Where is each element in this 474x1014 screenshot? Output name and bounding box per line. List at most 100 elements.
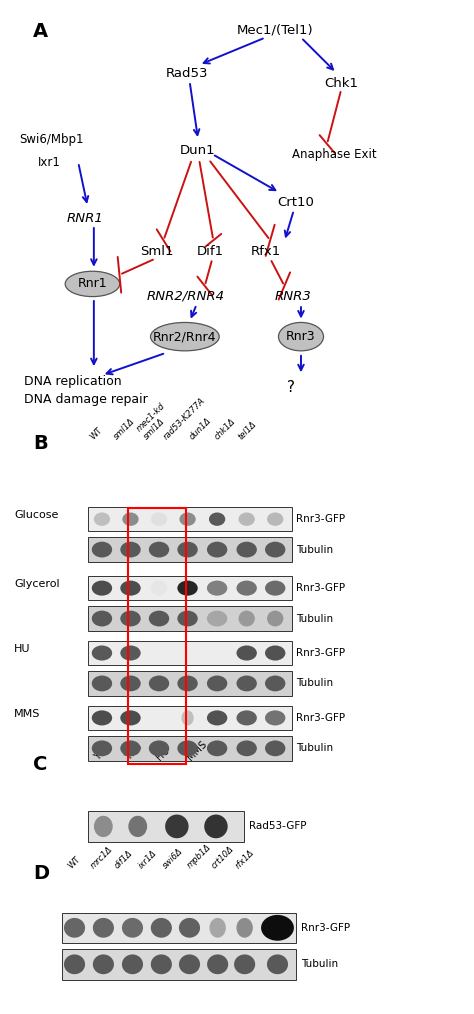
- Text: Tubulin: Tubulin: [296, 613, 333, 624]
- Text: YPG: YPG: [123, 742, 144, 763]
- Ellipse shape: [120, 675, 141, 692]
- Text: Rnr3-GFP: Rnr3-GFP: [296, 648, 346, 658]
- Text: ixr1Δ: ixr1Δ: [137, 848, 158, 870]
- Text: B: B: [33, 434, 48, 453]
- Ellipse shape: [204, 814, 228, 839]
- Ellipse shape: [237, 740, 257, 756]
- Ellipse shape: [149, 675, 169, 692]
- Ellipse shape: [279, 322, 323, 351]
- Text: Tubulin: Tubulin: [296, 743, 333, 753]
- Bar: [88, 736, 292, 760]
- Text: rfx1Δ: rfx1Δ: [234, 848, 256, 870]
- Ellipse shape: [92, 711, 112, 725]
- Text: Rad53: Rad53: [166, 67, 209, 79]
- Bar: [88, 507, 292, 531]
- Text: DNA replication: DNA replication: [24, 375, 121, 387]
- Ellipse shape: [237, 711, 257, 725]
- Ellipse shape: [93, 954, 114, 974]
- Text: ?: ?: [287, 380, 295, 394]
- Ellipse shape: [238, 610, 255, 627]
- Ellipse shape: [177, 541, 198, 558]
- Ellipse shape: [207, 541, 228, 558]
- Text: A: A: [33, 22, 48, 42]
- Bar: [88, 706, 292, 730]
- Text: rad53-K277A: rad53-K277A: [162, 395, 208, 441]
- Ellipse shape: [120, 581, 141, 595]
- Ellipse shape: [177, 581, 198, 595]
- Text: Swi6/Mbp1: Swi6/Mbp1: [19, 134, 83, 146]
- Text: RNR2/RNR4: RNR2/RNR4: [147, 290, 225, 302]
- Text: HU: HU: [14, 644, 31, 654]
- Text: Rnr3-GFP: Rnr3-GFP: [296, 514, 346, 524]
- Text: RNR3: RNR3: [275, 290, 312, 302]
- Ellipse shape: [209, 512, 225, 526]
- Text: Rnr3: Rnr3: [286, 331, 316, 343]
- Ellipse shape: [94, 815, 113, 838]
- Ellipse shape: [177, 610, 198, 627]
- Bar: [88, 576, 292, 600]
- Ellipse shape: [92, 675, 112, 692]
- Text: mec1-kd
sml1Δ: mec1-kd sml1Δ: [135, 402, 174, 441]
- Ellipse shape: [210, 918, 226, 938]
- Ellipse shape: [182, 711, 194, 725]
- Ellipse shape: [151, 954, 172, 974]
- Ellipse shape: [92, 581, 112, 595]
- Ellipse shape: [267, 512, 283, 526]
- Ellipse shape: [151, 918, 172, 938]
- Ellipse shape: [179, 954, 200, 974]
- Text: Rad53-GFP: Rad53-GFP: [249, 821, 306, 831]
- Text: crt10Δ: crt10Δ: [210, 844, 236, 870]
- Text: mpb1Δ: mpb1Δ: [185, 843, 212, 870]
- Ellipse shape: [267, 954, 288, 974]
- Text: Anaphase Exit: Anaphase Exit: [292, 148, 376, 160]
- Ellipse shape: [177, 740, 198, 756]
- Ellipse shape: [265, 541, 285, 558]
- Ellipse shape: [92, 541, 112, 558]
- Text: Mec1/(Tel1): Mec1/(Tel1): [237, 24, 314, 37]
- Text: dun1Δ: dun1Δ: [188, 416, 213, 441]
- Ellipse shape: [207, 675, 228, 692]
- Ellipse shape: [237, 675, 257, 692]
- Text: sml1Δ: sml1Δ: [112, 417, 137, 441]
- Ellipse shape: [177, 675, 198, 692]
- Ellipse shape: [237, 646, 257, 660]
- Text: Rnr2/Rnr4: Rnr2/Rnr4: [153, 331, 217, 343]
- Text: HU: HU: [154, 745, 172, 763]
- Text: Rnr3-GFP: Rnr3-GFP: [296, 713, 346, 723]
- Text: MMS: MMS: [186, 739, 209, 763]
- Text: Glucose: Glucose: [14, 510, 59, 520]
- Bar: [62, 913, 296, 943]
- Text: C: C: [33, 755, 47, 775]
- Ellipse shape: [93, 918, 114, 938]
- Ellipse shape: [265, 675, 285, 692]
- Text: WT: WT: [89, 425, 105, 441]
- Ellipse shape: [237, 918, 253, 938]
- Text: Rnr1: Rnr1: [78, 278, 107, 290]
- Ellipse shape: [207, 711, 228, 725]
- Ellipse shape: [120, 646, 141, 660]
- Text: Rfx1: Rfx1: [251, 245, 282, 258]
- Ellipse shape: [261, 915, 294, 941]
- Bar: [62, 949, 296, 980]
- Ellipse shape: [149, 610, 169, 627]
- Text: Dun1: Dun1: [180, 144, 216, 156]
- Ellipse shape: [122, 954, 143, 974]
- Ellipse shape: [207, 954, 228, 974]
- Text: Tubulin: Tubulin: [301, 959, 338, 969]
- Text: Dif1: Dif1: [197, 245, 224, 258]
- Text: Crt10: Crt10: [277, 197, 314, 209]
- Text: Rnr3-GFP: Rnr3-GFP: [301, 923, 350, 933]
- Ellipse shape: [92, 646, 112, 660]
- Ellipse shape: [265, 646, 285, 660]
- Bar: [88, 537, 292, 562]
- Text: Tubulin: Tubulin: [296, 545, 333, 555]
- Ellipse shape: [64, 918, 85, 938]
- Text: tel1Δ: tel1Δ: [237, 419, 259, 441]
- Text: D: D: [33, 864, 49, 883]
- Text: Ixr1: Ixr1: [38, 156, 61, 168]
- Text: swi6Δ: swi6Δ: [161, 846, 185, 870]
- Text: Tubulin: Tubulin: [296, 678, 333, 689]
- Bar: [128, 508, 186, 764]
- Ellipse shape: [122, 918, 143, 938]
- Ellipse shape: [149, 541, 169, 558]
